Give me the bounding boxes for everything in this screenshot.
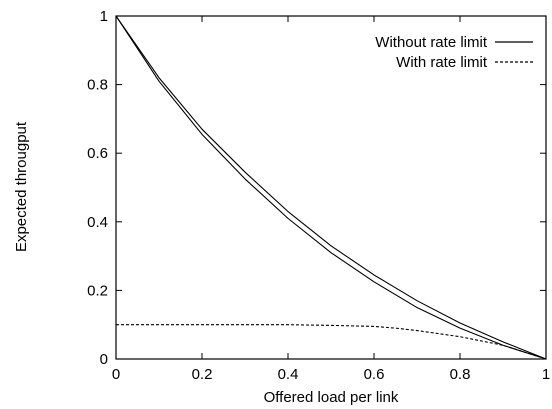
x-tick-label: 0.4 (278, 366, 299, 383)
x-tick-label: 0.2 (192, 366, 213, 383)
legend-label-with-rate-limit: With rate limit (396, 54, 488, 71)
y-tick-label: 0.4 (87, 214, 108, 231)
series-line-2 (116, 324, 547, 360)
x-tick-label: 0.6 (364, 366, 385, 383)
legend-label-without-rate-limit: Without rate limit (375, 34, 488, 51)
series-layer (115, 15, 547, 360)
y-tick-label: 1 (100, 8, 108, 25)
plot-frame (115, 15, 547, 360)
y-axis-ticks: 0 0.2 0.4 0.6 0.8 1 (87, 8, 546, 368)
y-axis-title: Expected througput (13, 121, 30, 252)
series-line-1 (115, 15, 547, 360)
x-axis-ticks: 0 0.2 0.4 0.6 0.8 1 (112, 16, 550, 383)
x-tick-label: 0.8 (450, 366, 471, 383)
y-tick-label: 0 (100, 351, 108, 368)
y-tick-label: 0.8 (87, 77, 108, 94)
x-tick-label: 1 (542, 366, 550, 383)
y-tick-label: 0.2 (87, 282, 108, 299)
y-tick-label: 0.6 (87, 145, 108, 162)
x-tick-label: 0 (112, 366, 120, 383)
x-axis-title: Offered load per link (264, 389, 399, 406)
legend: Without rate limit With rate limit (375, 34, 533, 71)
series-line-0 (115, 15, 547, 360)
